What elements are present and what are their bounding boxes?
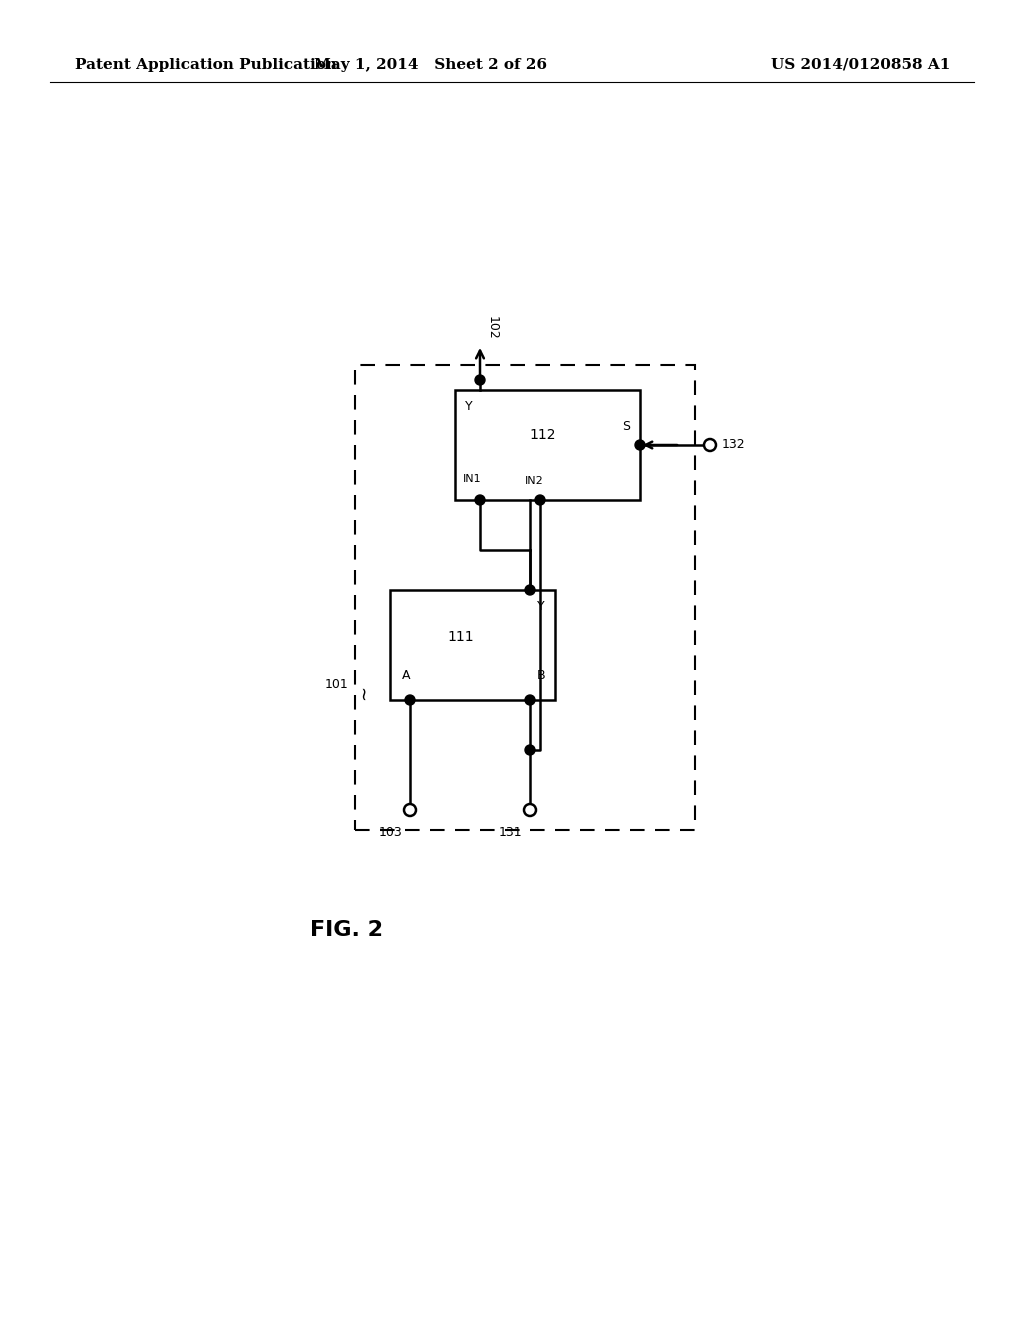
Circle shape: [475, 375, 485, 385]
Circle shape: [705, 440, 716, 451]
Text: 102: 102: [485, 317, 499, 341]
Text: S: S: [622, 420, 630, 433]
Bar: [390, 590, 555, 700]
Circle shape: [635, 440, 645, 450]
Circle shape: [524, 804, 536, 816]
Text: B: B: [537, 669, 546, 682]
Text: Patent Application Publication: Patent Application Publication: [75, 58, 337, 73]
Text: Y: Y: [465, 400, 473, 413]
Text: US 2014/0120858 A1: US 2014/0120858 A1: [771, 58, 950, 73]
Circle shape: [406, 696, 415, 705]
Text: A: A: [402, 669, 411, 682]
Text: 131: 131: [499, 825, 522, 838]
Circle shape: [525, 744, 535, 755]
Bar: [455, 389, 640, 500]
Text: ∼: ∼: [355, 685, 373, 700]
Text: 103: 103: [378, 825, 402, 838]
Text: IN2: IN2: [525, 477, 544, 486]
Circle shape: [475, 495, 485, 506]
Circle shape: [525, 585, 535, 595]
Text: FIG. 2: FIG. 2: [310, 920, 383, 940]
Circle shape: [525, 696, 535, 705]
Circle shape: [404, 804, 416, 816]
Text: 111: 111: [447, 630, 474, 644]
Bar: [355, 366, 695, 830]
Text: 101: 101: [325, 678, 348, 692]
Text: 112: 112: [529, 428, 556, 442]
Text: Y: Y: [537, 601, 545, 612]
Circle shape: [535, 495, 545, 506]
Text: May 1, 2014   Sheet 2 of 26: May 1, 2014 Sheet 2 of 26: [313, 58, 547, 73]
Text: IN1: IN1: [463, 474, 481, 484]
Text: 132: 132: [722, 438, 745, 451]
